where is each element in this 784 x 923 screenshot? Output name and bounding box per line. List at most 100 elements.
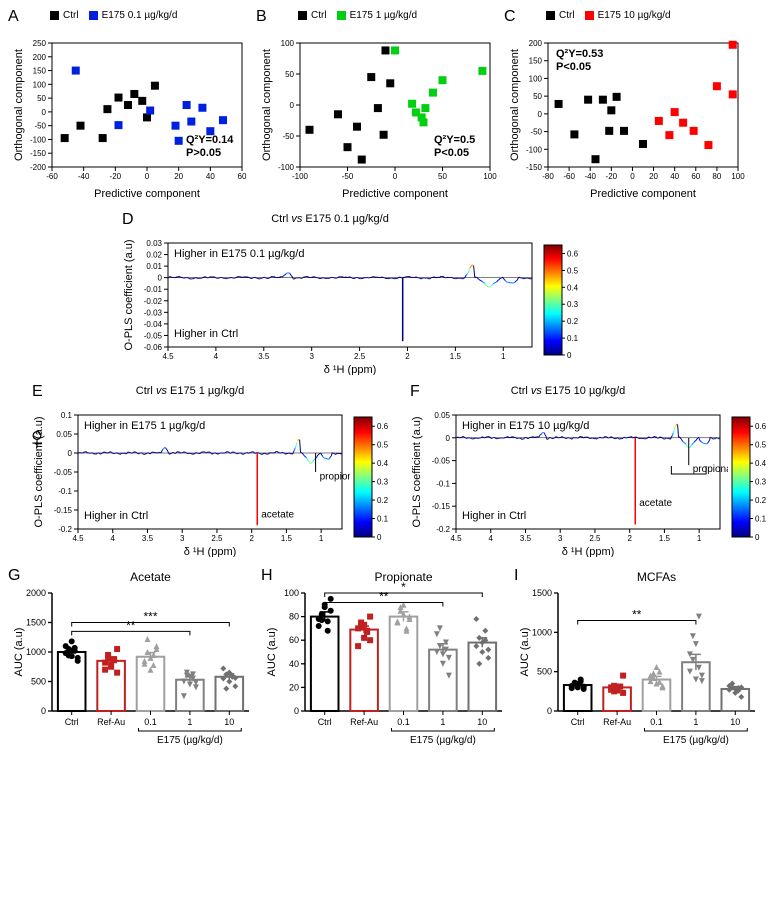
svg-text:Predictive component: Predictive component (342, 188, 448, 200)
svg-text:0.2: 0.2 (755, 496, 767, 505)
svg-text:Higher in E175 0.1 µg/kg/d: Higher in E175 0.1 µg/kg/d (174, 248, 304, 260)
svg-text:2.5: 2.5 (589, 534, 601, 543)
svg-text:-50: -50 (282, 132, 294, 141)
svg-text:0: 0 (567, 351, 572, 360)
svg-text:0: 0 (41, 706, 46, 716)
svg-text:0.3: 0.3 (755, 478, 767, 487)
svg-text:4: 4 (214, 352, 219, 361)
svg-text:P<0.05: P<0.05 (434, 147, 469, 159)
svg-text:P<0.05: P<0.05 (556, 61, 591, 73)
svg-text:100: 100 (731, 172, 745, 181)
svg-text:Ref-Au: Ref-Au (603, 717, 631, 727)
svg-text:60: 60 (238, 172, 247, 181)
panel-label: A (8, 8, 19, 26)
scatter-panel-C: Ctrl E175 10 µg/kg/d C-80-60-40-20020406… (506, 10, 746, 201)
svg-text:Higher in Ctrl: Higher in Ctrl (84, 510, 148, 522)
svg-text:0: 0 (290, 101, 295, 110)
svg-text:AUC (a.u): AUC (a.u) (266, 628, 278, 677)
svg-text:-100: -100 (278, 163, 295, 172)
svg-text:0: 0 (630, 172, 635, 181)
svg-text:Q²Y=0.53: Q²Y=0.53 (556, 48, 603, 60)
svg-text:4.5: 4.5 (162, 352, 174, 361)
svg-text:1000: 1000 (532, 627, 552, 637)
svg-text:500: 500 (31, 677, 46, 687)
svg-text:3: 3 (180, 534, 185, 543)
svg-text:2: 2 (627, 534, 632, 543)
legend-treat: E175 0.1 µg/kg/d (89, 10, 178, 21)
svg-text:-0.2: -0.2 (436, 525, 450, 534)
legend: Ctrl E175 0.1 µg/kg/d (50, 10, 250, 21)
svg-text:0: 0 (294, 706, 299, 716)
legend: Ctrl E175 10 µg/kg/d (546, 10, 746, 21)
svg-text:0.5: 0.5 (377, 441, 389, 450)
svg-text:1000: 1000 (26, 647, 46, 657)
svg-text:E175 (µg/kg/d): E175 (µg/kg/d) (410, 735, 476, 746)
svg-text:2: 2 (405, 352, 410, 361)
svg-text:-20: -20 (606, 172, 618, 181)
svg-text:2000: 2000 (26, 588, 46, 598)
svg-text:O-PLS coefficient (a.u): O-PLS coefficient (a.u) (123, 239, 135, 350)
svg-text:0.6: 0.6 (567, 249, 579, 258)
svg-text:-60: -60 (563, 172, 575, 181)
svg-text:2: 2 (249, 534, 254, 543)
svg-text:Higher in Ctrl: Higher in Ctrl (462, 510, 526, 522)
panel-label: H (261, 567, 273, 585)
svg-text:-0.1: -0.1 (436, 479, 450, 488)
svg-text:0: 0 (145, 172, 150, 181)
svg-text:0.4: 0.4 (377, 459, 389, 468)
svg-text:-0.05: -0.05 (432, 457, 451, 466)
svg-text:0.2: 0.2 (377, 496, 389, 505)
svg-text:**: ** (379, 589, 389, 603)
svg-text:-0.05: -0.05 (54, 468, 73, 477)
svg-text:50: 50 (533, 92, 542, 101)
svg-text:20: 20 (649, 172, 658, 181)
svg-text:0: 0 (158, 274, 163, 283)
svg-text:50: 50 (37, 94, 46, 103)
svg-text:40: 40 (670, 172, 679, 181)
svg-text:Orthogonal component: Orthogonal component (261, 49, 273, 161)
svg-text:1: 1 (693, 717, 698, 727)
legend-treat: E175 1 µg/kg/d (337, 10, 417, 21)
svg-text:100: 100 (281, 39, 295, 48)
svg-text:-0.04: -0.04 (144, 320, 163, 329)
svg-text:250: 250 (33, 39, 47, 48)
panel-label: E (32, 383, 43, 401)
svg-text:0.05: 0.05 (434, 411, 450, 420)
svg-text:-100: -100 (292, 172, 309, 181)
svg-text:20: 20 (174, 172, 183, 181)
legend-treat-label: E175 10 µg/kg/d (598, 10, 671, 21)
svg-text:-0.02: -0.02 (144, 297, 163, 306)
legend-ctrl-label: Ctrl (311, 10, 327, 21)
svg-text:Ctrl: Ctrl (571, 717, 585, 727)
svg-text:Predictive component: Predictive component (590, 188, 696, 200)
spectrum-panel-D: DCtrl vs E175 0.1 µg/kg/d-0.06-0.05-0.04… (120, 213, 774, 375)
svg-text:δ ¹H (ppm): δ ¹H (ppm) (562, 546, 615, 557)
svg-text:-40: -40 (584, 172, 596, 181)
svg-text:0.01: 0.01 (146, 262, 162, 271)
svg-text:3.5: 3.5 (520, 534, 532, 543)
svg-text:200: 200 (33, 53, 47, 62)
svg-text:0.3: 0.3 (377, 478, 389, 487)
svg-text:-0.15: -0.15 (54, 506, 73, 515)
svg-text:100: 100 (284, 588, 299, 598)
svg-text:3.5: 3.5 (258, 352, 270, 361)
legend-ctrl-label: Ctrl (63, 10, 79, 21)
svg-text:0: 0 (42, 108, 47, 117)
svg-text:Q²Y=0.5: Q²Y=0.5 (434, 134, 475, 146)
svg-text:Ref-Au: Ref-Au (97, 717, 125, 727)
svg-text:**: ** (126, 618, 136, 632)
svg-text:60: 60 (289, 635, 299, 645)
svg-text:0.1: 0.1 (567, 334, 579, 343)
svg-text:0.1: 0.1 (397, 717, 410, 727)
panel-label: F (410, 383, 420, 401)
spectrum-panel-F: FCtrl vs E175 10 µg/kg/d-0.2-0.15-0.1-0.… (408, 385, 778, 557)
svg-text:-100: -100 (526, 145, 543, 154)
svg-text:-0.2: -0.2 (58, 525, 72, 534)
svg-text:0.1: 0.1 (144, 717, 157, 727)
legend-ctrl: Ctrl (298, 10, 327, 21)
svg-text:0.02: 0.02 (146, 251, 162, 260)
legend: Ctrl E175 1 µg/kg/d (298, 10, 498, 21)
svg-text:150: 150 (529, 57, 543, 66)
svg-text:80: 80 (289, 612, 299, 622)
bar-row: GAcetate0500100015002000AUC (a.u)CtrlRef… (10, 569, 774, 759)
